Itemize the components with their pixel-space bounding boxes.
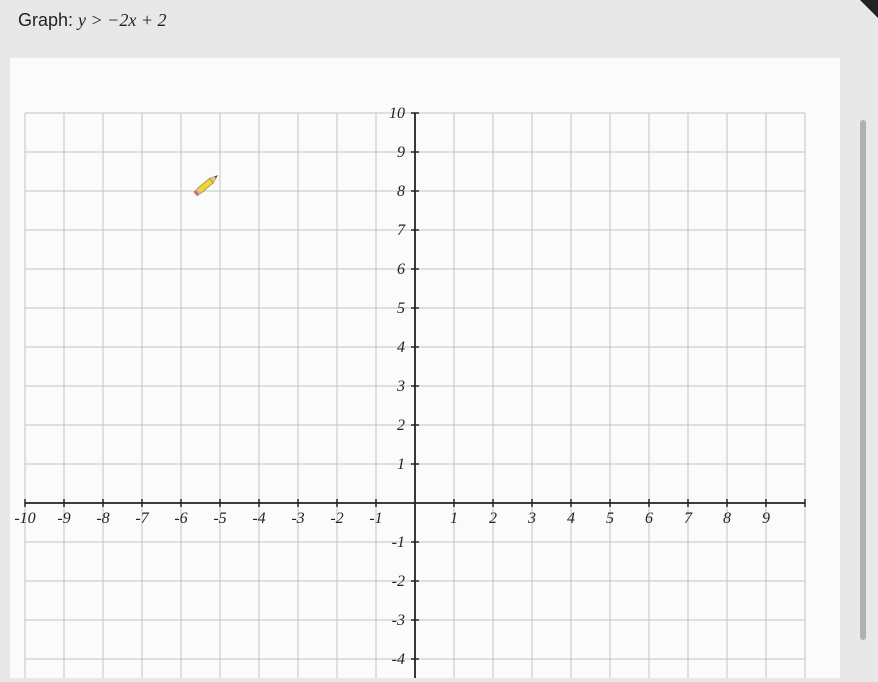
x-tick-label: 7 (684, 510, 693, 527)
y-tick-label: 4 (397, 339, 405, 356)
coordinate-plane[interactable]: -10 -9 -8 -7 -6 -5 -4 -3 -2 -1 1 2 3 4 5 6 7 8 9 1 2 3 4 5 6 7 8 9… (10, 58, 840, 678)
y-tick-label: 1 (397, 456, 405, 473)
x-tick-label: 4 (567, 510, 575, 527)
y-tick-label: 7 (397, 222, 406, 239)
x-tick-label: 5 (606, 510, 614, 527)
grid-svg: -10 -9 -8 -7 -6 -5 -4 -3 -2 -1 1 2 3 4 5 6 7 8 9 1 2 3 4 5 6 7 8 9… (10, 58, 840, 678)
vertical-scrollbar[interactable] (860, 120, 866, 640)
x-tick-label: -3 (291, 510, 304, 527)
x-tick-label: 3 (527, 510, 536, 527)
y-tick-label: 10 (389, 105, 405, 122)
x-tick-label: -2 (330, 510, 343, 527)
x-tick-label: 6 (645, 510, 653, 527)
x-tick-label: -1 (369, 510, 382, 527)
y-tick-label: -1 (392, 534, 405, 551)
problem-statement: Graph: y > −2x + 2 (18, 10, 166, 31)
problem-label: Graph: (18, 10, 73, 30)
y-tick-label: 6 (397, 261, 405, 278)
y-tick-label: 5 (397, 300, 405, 317)
x-tick-label: -10 (14, 510, 35, 527)
y-tick-label: -4 (392, 651, 405, 668)
x-tick-label: -8 (96, 510, 109, 527)
pencil-cursor-icon[interactable] (193, 173, 219, 196)
x-tick-label: -9 (57, 510, 70, 527)
y-tick-label: -2 (392, 573, 405, 590)
x-tick-label: -4 (252, 510, 265, 527)
page-corner-marker (860, 0, 878, 18)
y-tick-label: 3 (396, 378, 405, 395)
y-tick-label: -3 (392, 612, 405, 629)
x-tick-label: 9 (762, 510, 770, 527)
x-tick-label: 8 (723, 510, 731, 527)
x-tick-label: 2 (489, 510, 497, 527)
y-tick-label: 9 (397, 144, 405, 161)
x-tick-label: -5 (213, 510, 226, 527)
y-tick-label: 8 (397, 183, 405, 200)
x-tick-label: -7 (135, 510, 149, 527)
x-tick-label: -6 (174, 510, 187, 527)
problem-inequality: y > −2x + 2 (78, 10, 166, 30)
x-tick-label: 1 (450, 510, 458, 527)
y-tick-label: 2 (397, 417, 405, 434)
